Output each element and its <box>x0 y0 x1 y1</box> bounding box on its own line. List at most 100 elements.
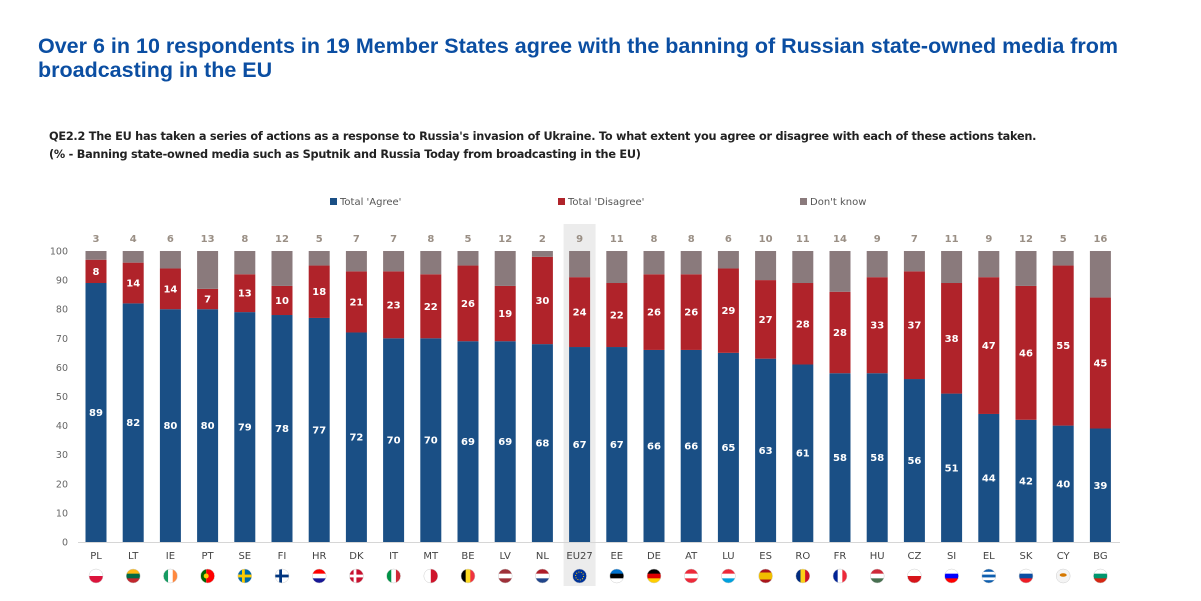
flag-icon-ee <box>609 569 624 583</box>
label-agree: 82 <box>126 418 140 429</box>
category-label-hr: HR <box>312 551 327 562</box>
legend-label-disagree: Total 'Disagree' <box>567 197 644 208</box>
bar-group-dk: 72 21 7 <box>345 234 367 542</box>
label-disagree: 26 <box>461 299 475 310</box>
y-tick-label: 30 <box>56 450 68 461</box>
flag-icon-hr <box>312 569 327 583</box>
flag-icon-it <box>386 569 401 583</box>
category-label-si: SI <box>947 551 956 562</box>
label-dont-know: 9 <box>985 234 992 245</box>
bar-dont-know <box>197 251 219 289</box>
label-disagree: 14 <box>163 284 177 295</box>
label-disagree: 37 <box>907 321 921 332</box>
bar-group-fi: 78 10 12 <box>271 234 293 542</box>
bar-agree <box>903 379 925 542</box>
category-label-pl: PL <box>90 551 102 562</box>
bar-dont-know <box>903 251 925 272</box>
bar-agree <box>122 303 144 542</box>
label-dont-know: 5 <box>1060 234 1067 245</box>
flag-icon-mt <box>423 569 438 583</box>
flag-icon-hu <box>870 569 885 583</box>
flag-icon-nl <box>535 569 550 583</box>
bar-group-si: 51 38 11 <box>941 234 963 542</box>
label-agree: 78 <box>275 424 289 435</box>
bar-group-be: 69 26 5 <box>457 234 479 542</box>
label-agree: 42 <box>1019 476 1033 487</box>
label-dont-know: 9 <box>874 234 881 245</box>
category-label-ro: RO <box>795 551 810 562</box>
label-agree: 51 <box>945 463 959 474</box>
bar-agree <box>531 344 553 542</box>
bar-dont-know <box>1052 251 1074 266</box>
bar-group-hu: 58 33 9 <box>866 234 888 542</box>
bar-dont-know <box>122 251 144 263</box>
bar-group-cz: 56 37 7 <box>903 234 925 542</box>
bar-group-ie: 80 14 6 <box>159 234 181 542</box>
label-dont-know: 4 <box>130 234 137 245</box>
label-agree: 40 <box>1056 479 1070 490</box>
category-label-at: AT <box>685 551 698 562</box>
category-label-pt: PT <box>202 551 215 562</box>
category-label-sk: SK <box>1020 551 1033 562</box>
label-disagree: 45 <box>1093 359 1107 370</box>
chart-legend: Total 'Agree' Total 'Disagree' Don't know <box>330 197 866 208</box>
bar-agree <box>606 347 628 542</box>
label-disagree: 47 <box>982 341 996 352</box>
flag-icon-lv <box>498 569 513 583</box>
bar-dont-know <box>420 251 442 275</box>
bars: 8983821448014680713791387810127718572217… <box>85 234 1111 542</box>
bar-disagree <box>85 259 107 284</box>
label-disagree: 13 <box>238 289 252 300</box>
y-tick-label: 10 <box>56 508 68 519</box>
category-label-cz: CZ <box>907 551 921 562</box>
flag-icon-el <box>981 569 996 583</box>
bar-disagree <box>383 271 405 339</box>
y-tick-label: 0 <box>62 538 68 549</box>
bar-agree <box>978 413 1000 542</box>
bar-dont-know <box>271 251 293 286</box>
label-dont-know: 7 <box>911 234 918 245</box>
label-dont-know: 8 <box>241 234 248 245</box>
flag-icon-si <box>944 569 959 583</box>
bar-agree <box>383 338 405 542</box>
bar-agree <box>1015 419 1037 542</box>
bar-disagree <box>531 256 553 345</box>
question-line-1: QE2.2 The EU has taken a series of actio… <box>49 130 1037 143</box>
bar-disagree <box>1052 265 1074 426</box>
label-dont-know: 5 <box>316 234 323 245</box>
label-dont-know: 13 <box>201 234 215 245</box>
bar-agree <box>308 317 330 542</box>
bar-dont-know <box>85 251 107 260</box>
label-dont-know: 11 <box>610 234 624 245</box>
label-dont-know: 12 <box>1019 234 1033 245</box>
label-dont-know: 11 <box>945 234 959 245</box>
label-agree: 70 <box>387 436 401 447</box>
label-disagree: 8 <box>93 267 100 278</box>
label-disagree: 10 <box>275 296 289 307</box>
label-agree: 69 <box>498 437 512 448</box>
bar-agree <box>866 373 888 542</box>
label-agree: 56 <box>907 456 921 467</box>
label-dont-know: 6 <box>167 234 174 245</box>
label-disagree: 38 <box>945 334 959 345</box>
bar-agree <box>717 352 739 542</box>
label-dont-know: 5 <box>465 234 472 245</box>
bar-disagree <box>420 274 442 339</box>
flag-icon-cy <box>1056 569 1071 583</box>
bar-dont-know <box>308 251 330 266</box>
bar-group-pl: 89 8 3 <box>85 234 107 542</box>
y-tick-label: 20 <box>56 479 68 490</box>
category-label-nl: NL <box>536 551 549 562</box>
category-label-hu: HU <box>870 551 885 562</box>
bar-disagree <box>197 288 219 310</box>
bar-group-eu27: 67 24 9 <box>569 234 591 542</box>
flag-icon-de <box>647 569 661 583</box>
flag-icon-lt <box>126 569 141 583</box>
bar-agree <box>197 309 219 542</box>
bar-agree <box>271 315 293 542</box>
bar-dont-know <box>829 251 851 292</box>
y-tick-label: 90 <box>56 276 68 287</box>
y-axis: 0 10 20 30 40 50 60 70 80 90 100 <box>50 247 1120 549</box>
bar-agree <box>680 349 702 542</box>
